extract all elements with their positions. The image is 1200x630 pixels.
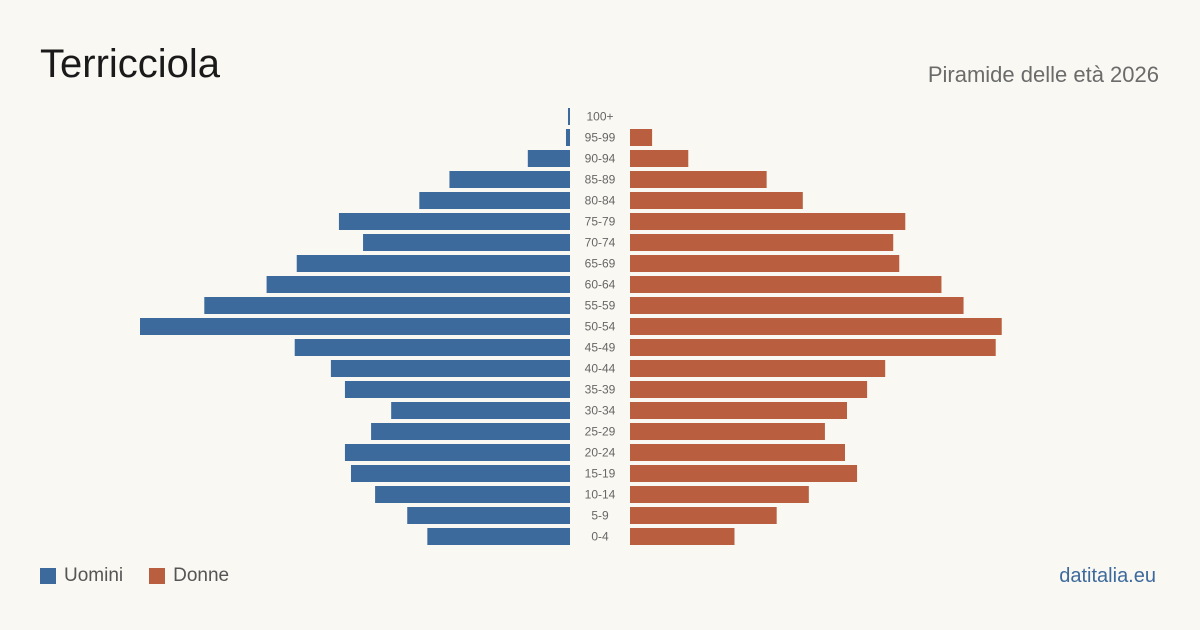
bar-men-5-9 — [407, 507, 570, 524]
bar-men-15-19 — [350, 465, 570, 482]
bar-men-25-29 — [371, 423, 570, 440]
age-label: 50-54 — [585, 320, 616, 334]
legend: Uomini Donne — [40, 565, 255, 587]
age-label: 10-14 — [585, 488, 616, 502]
bar-men-85-89 — [449, 171, 570, 188]
age-label: 80-84 — [585, 194, 616, 208]
source-link[interactable]: datitalia.eu — [1059, 565, 1156, 587]
bar-women-45-49 — [630, 339, 996, 356]
bar-men-80-84 — [419, 192, 570, 209]
bar-men-55-59 — [204, 297, 570, 314]
bar-men-90-94 — [527, 150, 570, 167]
age-label: 65-69 — [585, 257, 616, 271]
bar-women-30-34 — [630, 402, 848, 419]
bar-women-15-19 — [630, 465, 858, 482]
bar-women-70-74 — [630, 234, 894, 251]
age-label: 40-44 — [585, 362, 616, 376]
legend-label-women: Donne — [173, 565, 230, 586]
age-label: 25-29 — [585, 425, 616, 439]
bar-women-95-99 — [630, 129, 653, 146]
bar-women-5-9 — [630, 507, 777, 524]
legend-swatch-women — [149, 568, 166, 584]
age-label: 90-94 — [585, 152, 616, 166]
bar-women-65-69 — [630, 255, 900, 272]
bar-women-40-44 — [630, 360, 886, 377]
bar-men-40-44 — [330, 360, 570, 377]
bar-men-95-99 — [565, 129, 570, 146]
age-label: 75-79 — [585, 215, 616, 229]
age-label: 5-9 — [591, 509, 609, 523]
bar-men-50-54 — [140, 318, 570, 335]
legend-label-men: Uomini — [64, 565, 124, 586]
bar-men-0-4 — [427, 528, 570, 545]
legend-swatch-men — [40, 568, 56, 584]
bar-women-50-54 — [630, 318, 1002, 335]
age-label: 35-39 — [585, 383, 616, 397]
age-label: 100+ — [586, 110, 613, 124]
bar-men-75-79 — [338, 213, 570, 230]
chart-subtitle: Piramide delle età 2026 — [927, 62, 1159, 87]
chart-title: Terricciola — [40, 42, 221, 86]
age-label: 15-19 — [585, 467, 616, 481]
bar-women-80-84 — [630, 192, 803, 209]
bar-men-30-34 — [391, 402, 570, 419]
bar-women-90-94 — [630, 150, 689, 167]
bar-women-35-39 — [630, 381, 868, 398]
bar-men-60-64 — [266, 276, 570, 293]
age-labels-group: 100+ 95-99 90-94 85-89 80-84 75-79 70-74 65-69 6… — [585, 110, 616, 544]
bar-men-65-69 — [296, 255, 570, 272]
bar-men-70-74 — [363, 234, 570, 251]
bar-men-45-49 — [294, 339, 570, 356]
age-label: 0-4 — [591, 530, 609, 544]
age-label: 45-49 — [585, 341, 616, 355]
bar-men-35-39 — [344, 381, 570, 398]
age-label: 95-99 — [585, 131, 616, 145]
age-label: 60-64 — [585, 278, 616, 292]
bar-men-100+ — [567, 108, 570, 125]
age-label: 20-24 — [585, 446, 616, 460]
bar-women-75-79 — [630, 213, 906, 230]
age-label: 30-34 — [585, 404, 616, 418]
bar-women-60-64 — [630, 276, 942, 293]
legend-item-men: Uomini — [40, 565, 123, 587]
age-label: 55-59 — [585, 299, 616, 313]
age-label: 70-74 — [585, 236, 616, 250]
bar-women-0-4 — [630, 528, 735, 545]
bar-women-25-29 — [630, 423, 825, 440]
women-bars-group — [630, 129, 1002, 545]
bar-men-10-14 — [375, 486, 570, 503]
bar-women-10-14 — [630, 486, 809, 503]
bar-women-20-24 — [630, 444, 845, 461]
age-label: 85-89 — [585, 173, 616, 187]
legend-item-women: Donne — [149, 565, 229, 587]
men-bars-group — [140, 108, 570, 545]
bar-men-20-24 — [344, 444, 570, 461]
bar-women-55-59 — [630, 297, 964, 314]
bar-women-85-89 — [630, 171, 767, 188]
